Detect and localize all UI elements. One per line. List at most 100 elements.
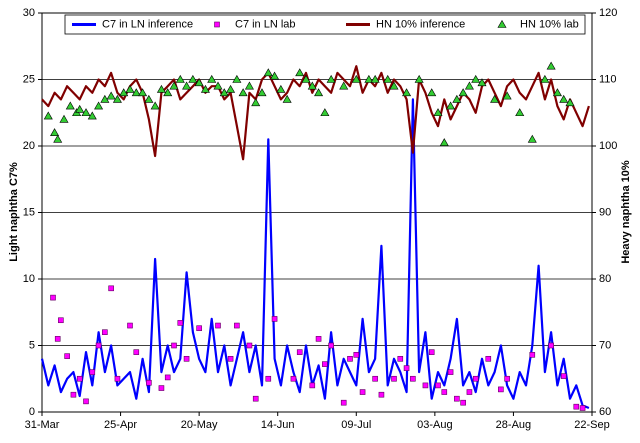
triangle-marker [94,101,104,110]
square-marker [89,369,96,375]
x-tick-label: 25-Apr [104,419,137,431]
square-marker [183,355,190,362]
triangle-marker [282,94,292,103]
triangle-marker [138,88,148,97]
square-marker [265,375,272,382]
triangle-marker [458,88,468,97]
square-marker [428,349,435,355]
y2-tick-label: 120 [599,7,617,19]
square-marker [441,389,448,395]
triangle-marker [213,81,223,90]
x-tick-label: 14-Jun [261,419,295,431]
square-marker [234,322,240,329]
triangle-marker [81,108,91,117]
triangle-marker [207,74,217,83]
y2-tick-label: 90 [599,206,611,218]
triangle-marker [439,138,449,146]
square-marker [83,398,89,405]
y-tick-label: 15 [23,206,35,218]
y-tick-label: 10 [23,273,35,285]
square-marker [164,374,171,381]
square-marker [127,322,133,329]
square-marker [454,395,460,402]
y-tick-label: 0 [29,406,35,418]
square-marker [290,375,297,382]
y-tick-label: 25 [23,73,35,85]
plot-frame [41,12,593,413]
square-marker [246,342,253,349]
square-marker [579,405,586,411]
square-marker [435,382,441,389]
x-tick-label: 28-Aug [496,419,531,431]
square-marker [504,375,510,382]
square-marker [95,342,102,349]
y2-tick-label: 100 [599,140,617,152]
triangle-marker [433,108,443,117]
square-marker [403,365,410,371]
square-marker [146,379,152,386]
triangle-marker [125,84,135,93]
triangle-marker [326,74,336,83]
triangle-marker [471,74,481,83]
square-marker [54,336,61,342]
square-marker [171,342,177,349]
square-marker [271,316,278,322]
square-marker [214,21,220,28]
square-marker [328,342,334,349]
y2-tick-label: 60 [599,406,611,418]
triangle-marker [383,74,393,83]
triangle-marker [477,78,487,87]
triangle-marker [182,81,192,90]
square-marker [227,355,234,362]
triangle-marker [50,128,60,136]
triangle-marker [232,74,242,83]
series-line [41,65,590,161]
x-tick-label: 31-Mar [25,419,60,431]
triangle-marker [156,84,166,93]
square-marker [58,317,64,324]
triangle-marker [59,114,69,123]
y-axis-label: Light naphtha C7% [8,162,20,262]
triangle-marker [131,88,141,97]
square-marker [340,399,347,406]
triangle-marker [87,111,97,120]
triangle-marker [257,88,267,97]
triangle-marker [546,61,556,70]
triangle-marker [452,94,462,103]
triangle-marker [502,91,512,100]
square-marker [391,375,397,382]
square-marker [102,329,108,336]
triangle-marker [414,74,424,83]
square-marker [447,369,454,375]
x-tick-label: 20-May [181,419,218,431]
square-marker [76,375,83,382]
y2-tick-label: 110 [599,73,617,85]
legend-label: C7 in LN lab [235,18,296,30]
triangle-marker [364,74,374,83]
square-marker [114,375,121,382]
triangle-marker [565,98,575,107]
triangle-marker [515,108,525,117]
triangle-marker [100,94,110,103]
square-marker [347,355,353,362]
triangle-marker [320,108,330,117]
square-marker [560,373,567,379]
y-tick-label: 5 [29,339,35,351]
square-marker [372,375,378,382]
triangle-marker [238,88,248,97]
y-tick-label: 20 [23,140,35,152]
legend: C7 in LN inference C7 in LN lab HN 10% inf… [64,14,586,35]
square-marker [573,403,580,410]
triangle-marker [65,101,75,110]
triangle-marker [427,88,437,97]
triangle-marker [464,81,474,90]
triangle-marker [188,74,198,83]
legend-box [64,14,586,35]
triangle-marker [446,101,456,110]
triangle-marker [497,19,507,28]
square-marker [252,395,259,402]
square-marker [529,352,536,358]
triangle-marker [351,74,361,83]
square-marker [50,294,56,301]
square-marker [460,399,466,406]
